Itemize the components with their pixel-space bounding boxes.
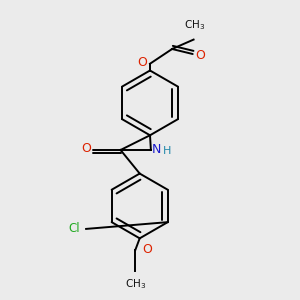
Text: CH$_3$: CH$_3$ bbox=[184, 18, 206, 32]
Text: O: O bbox=[81, 142, 91, 155]
Text: O: O bbox=[138, 56, 148, 69]
Text: N: N bbox=[152, 143, 161, 156]
Text: Cl: Cl bbox=[68, 222, 80, 236]
Text: H: H bbox=[163, 146, 171, 156]
Text: O: O bbox=[142, 243, 152, 256]
Text: CH$_3$: CH$_3$ bbox=[125, 277, 146, 291]
Text: O: O bbox=[195, 49, 205, 62]
